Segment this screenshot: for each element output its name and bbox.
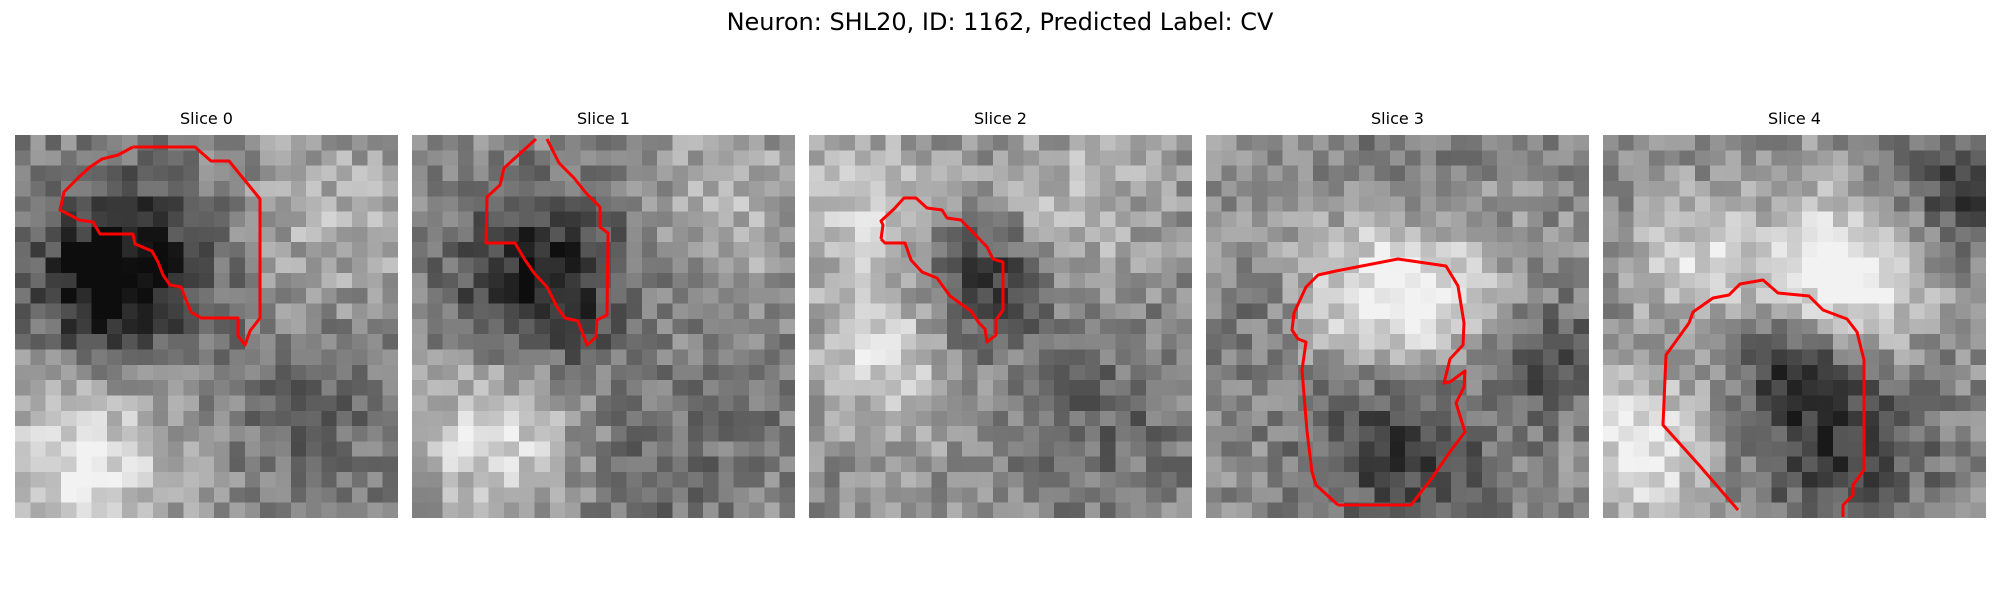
slice-title-2: Slice 2 — [974, 109, 1027, 128]
slice-panel-0: Slice 0 — [15, 108, 398, 518]
slice-panel-3: Slice 3 — [1206, 108, 1589, 518]
slice-panel-4: Slice 4 — [1603, 108, 1986, 518]
slice-title-1: Slice 1 — [577, 109, 630, 128]
slice-title-4: Slice 4 — [1768, 109, 1821, 128]
slice-panel-1: Slice 1 — [412, 108, 795, 518]
microscopy-image-2 — [809, 135, 1192, 518]
slice-panel-2: Slice 2 — [809, 108, 1192, 518]
contour-overlay-1 — [484, 137, 610, 347]
segmentation-contour — [484, 137, 610, 347]
contour-overlay-4 — [1661, 278, 1866, 517]
slice-title-0: Slice 0 — [180, 109, 233, 128]
segmentation-contour — [1661, 278, 1866, 517]
slice-image-3 — [1206, 135, 1589, 518]
contour-overlay-3 — [1290, 257, 1467, 507]
microscopy-image-3 — [1206, 135, 1589, 518]
segmentation-contour — [58, 145, 262, 347]
microscopy-image-0 — [15, 135, 398, 518]
slice-image-2 — [809, 135, 1192, 518]
contour-overlay-2 — [879, 196, 1005, 344]
slice-image-4 — [1603, 135, 1986, 518]
slice-image-1 — [412, 135, 795, 518]
figure-title: Neuron: SHL20, ID: 1162, Predicted Label… — [726, 8, 1274, 36]
microscopy-image-1 — [412, 135, 795, 518]
segmentation-contour — [879, 196, 1005, 344]
microscopy-image-4 — [1603, 135, 1986, 518]
contour-overlay-0 — [58, 145, 262, 347]
slice-image-0 — [15, 135, 398, 518]
segmentation-contour — [1290, 257, 1467, 507]
slice-title-3: Slice 3 — [1371, 109, 1424, 128]
